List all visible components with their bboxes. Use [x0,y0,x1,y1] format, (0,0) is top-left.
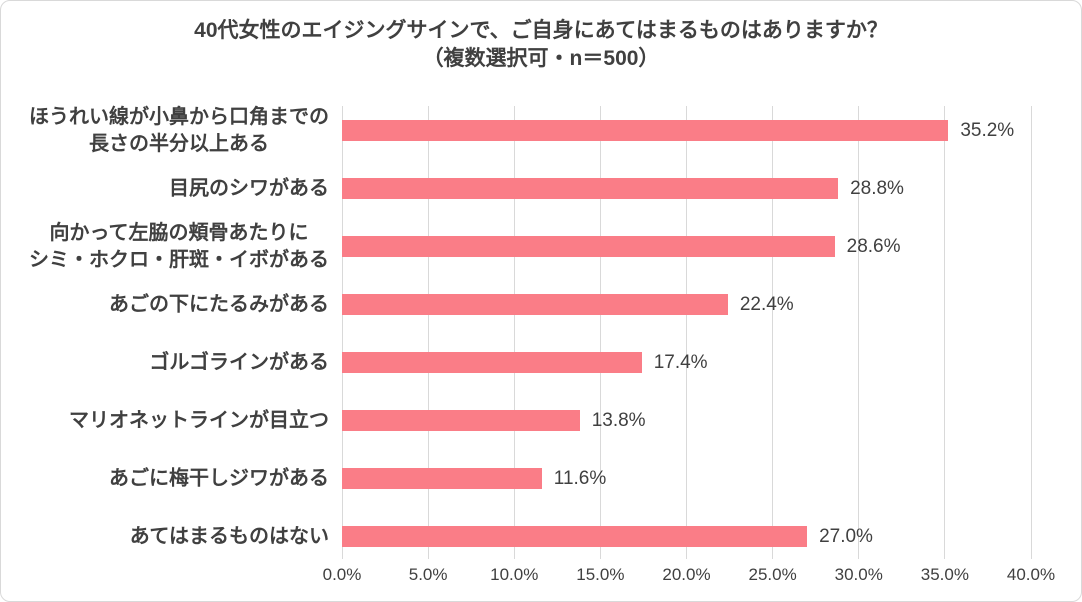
x-axis-tick-label: 25.0% [748,565,797,584]
bar-row: 27.0% [342,526,1031,547]
gridline [599,106,601,559]
x-axis-tick-label: 30.0% [834,565,883,584]
category-label: ほうれい線が小鼻から口角までの 長さの半分以上ある [11,104,329,158]
bar-value-label: 28.6% [846,235,901,257]
bar-row: 28.8% [342,178,1031,199]
category-axis: ほうれい線が小鼻から口角までの 長さの半分以上ある目尻のシワがある向かって左脇の… [11,106,329,559]
bar-row: 35.2% [342,120,1031,141]
chart-title: 40代女性のエイジングサインで、ご自身にあてはまるものはありますか？ （複数選択… [1,17,1081,73]
x-axis-tick-label: 20.0% [662,565,711,584]
gridline [858,106,860,559]
bar-row: 28.6% [342,236,1031,257]
bar-value-label: 27.0% [819,525,873,547]
x-axis-tick-label: 5.0% [408,565,448,584]
bar-value-label: 17.4% [653,351,708,373]
bar [342,236,835,257]
bar-value-label: 11.6% [553,467,607,489]
plot-area: 35.2% 28.8% 28.6% 22.4% 17.4% 13.8% 11.6% 27.0% [341,106,1032,559]
x-axis-tick-label: 35.0% [920,565,969,584]
category-label-text: ゴルゴラインがある [149,351,329,373]
bar-value-label: 35.2% [960,119,1015,141]
bar-value-label: 22.4% [739,293,794,315]
category-label-text: あごに梅干しジワがある [109,467,329,489]
gridline [341,106,343,559]
bar [342,120,949,141]
bar-row: 11.6% [342,468,1031,489]
category-label-text: マリオネットラインが目立つ [69,409,329,431]
category-label: あてはまるものはない [11,523,329,550]
gridline [686,106,687,559]
gridline [944,106,946,559]
gridline [513,106,515,559]
category-label-text: 目尻のシワがある [169,177,329,199]
bar-value-label: 28.8% [850,177,904,199]
category-label-text: あごの下にたるみがある [109,293,329,315]
bar-row: 17.4% [342,352,1031,373]
category-label: あごの下にたるみがある [11,291,329,318]
x-axis-tick-label: 10.0% [490,565,539,584]
bar [342,178,839,199]
category-label: 向かって左脇の頬骨あたりに シミ・ホクロ・肝斑・イボがある [11,220,329,274]
x-axis-tick-label: 0.0% [322,565,362,584]
bar [342,526,808,547]
x-axis-tick-label: 40.0% [1006,565,1056,584]
gridline [427,106,429,559]
category-label-text: ほうれい線が小鼻から口角までの 長さの半分以上ある [29,105,329,155]
bar-row: 13.8% [342,410,1031,431]
bar [342,294,728,315]
gridline [1030,106,1032,559]
x-axis-tick-label: 15.0% [576,565,625,584]
bar-row: 22.4% [342,294,1031,315]
category-label: あごに梅干しジワがある [11,465,329,492]
bar-value-label: 13.8% [591,409,646,431]
chart-title-line2: （複数選択可・n＝500） [422,47,660,70]
category-label: ゴルゴラインがある [11,349,329,376]
category-label: 目尻のシワがある [11,175,329,202]
bar [342,352,642,373]
category-label-text: あてはまるものはない [129,525,329,547]
bar [342,410,580,431]
x-axis: 0.0% 5.0% 10.0% 15.0% 20.0% 25.0% 30.0% 35.0% 40… [323,565,1055,591]
category-label: マリオネットラインが目立つ [11,407,329,434]
category-label-text: 向かって左脇の頬骨あたりに シミ・ホクロ・肝斑・イボがある [29,221,329,271]
bar [342,468,542,489]
chart-title-line1: 40代女性のエイジングサインで、ご自身にあてはまるものはありますか？ [194,19,888,42]
gridline [772,106,774,559]
